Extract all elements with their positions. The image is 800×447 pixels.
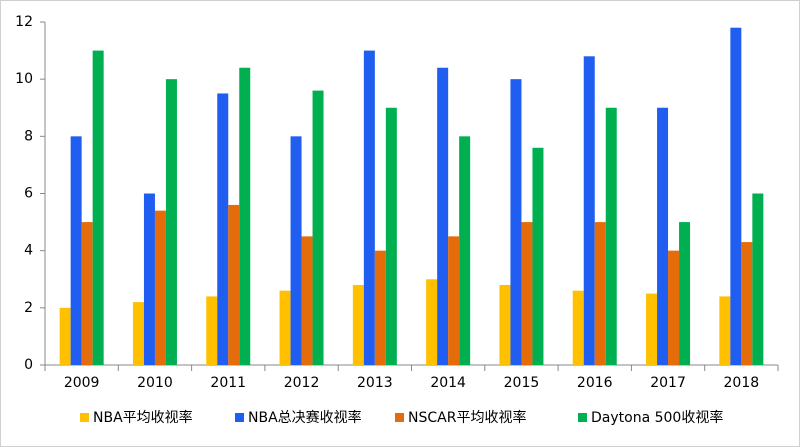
legend-swatch bbox=[235, 413, 244, 422]
bar bbox=[290, 136, 302, 365]
bar bbox=[646, 293, 658, 365]
bar bbox=[594, 222, 606, 365]
bar bbox=[165, 79, 177, 366]
x-tick-label: 2010 bbox=[137, 375, 173, 391]
bar bbox=[132, 302, 144, 365]
bar bbox=[752, 193, 764, 365]
y-tick-label: 10 bbox=[15, 71, 33, 87]
y-tick-label: 6 bbox=[24, 186, 33, 202]
bar bbox=[741, 242, 753, 365]
legend-swatch bbox=[578, 413, 587, 422]
bar bbox=[510, 79, 522, 366]
x-tick-label: 2017 bbox=[650, 375, 686, 391]
bar bbox=[459, 136, 471, 365]
y-tick-label: 2 bbox=[24, 300, 33, 316]
bar bbox=[668, 250, 680, 365]
x-tick-label: 2016 bbox=[577, 375, 613, 391]
x-tick-label: 2011 bbox=[210, 375, 246, 391]
legend-swatch bbox=[395, 413, 404, 422]
bar bbox=[572, 290, 584, 365]
bar bbox=[70, 136, 82, 365]
bar bbox=[81, 222, 93, 365]
bar bbox=[92, 50, 104, 365]
y-tick-label: 12 bbox=[15, 14, 33, 30]
bar bbox=[448, 236, 460, 365]
bar bbox=[239, 67, 251, 365]
bar bbox=[719, 296, 731, 365]
y-tick-label: 4 bbox=[24, 243, 33, 259]
bar bbox=[312, 90, 324, 365]
bar bbox=[521, 222, 533, 365]
x-tick-label: 2012 bbox=[284, 375, 320, 391]
x-tick-label: 2015 bbox=[504, 375, 540, 391]
bar bbox=[59, 307, 71, 365]
bar bbox=[217, 93, 229, 365]
x-tick-label: 2013 bbox=[357, 375, 393, 391]
bar bbox=[363, 50, 375, 365]
x-tick-label: 2009 bbox=[64, 375, 100, 391]
y-tick-label: 8 bbox=[24, 128, 33, 144]
legend-label: Daytona 500收视率 bbox=[591, 409, 723, 426]
bar bbox=[437, 67, 449, 365]
bar bbox=[301, 236, 313, 365]
bar bbox=[499, 284, 511, 365]
legend-swatch bbox=[80, 413, 89, 422]
bar bbox=[143, 193, 155, 365]
bar bbox=[385, 107, 397, 365]
x-tick-label: 2018 bbox=[724, 375, 760, 391]
y-tick-label: 0 bbox=[24, 357, 33, 373]
bar bbox=[154, 210, 166, 365]
bar bbox=[532, 147, 544, 365]
bar bbox=[228, 204, 240, 365]
legend-label: NSCAR平均收视率 bbox=[408, 409, 526, 426]
bar bbox=[352, 284, 364, 365]
bar bbox=[279, 290, 291, 365]
bar bbox=[583, 56, 595, 366]
bar bbox=[730, 27, 742, 365]
bar bbox=[206, 296, 218, 365]
x-tick-label: 2014 bbox=[430, 375, 466, 391]
legend-label: NBA总决赛收视率 bbox=[248, 409, 362, 426]
bar bbox=[679, 222, 691, 365]
bar bbox=[605, 107, 617, 365]
bar bbox=[657, 107, 669, 365]
legend-label: NBA平均收视率 bbox=[93, 409, 193, 426]
bar bbox=[426, 279, 438, 365]
bar bbox=[374, 250, 386, 365]
